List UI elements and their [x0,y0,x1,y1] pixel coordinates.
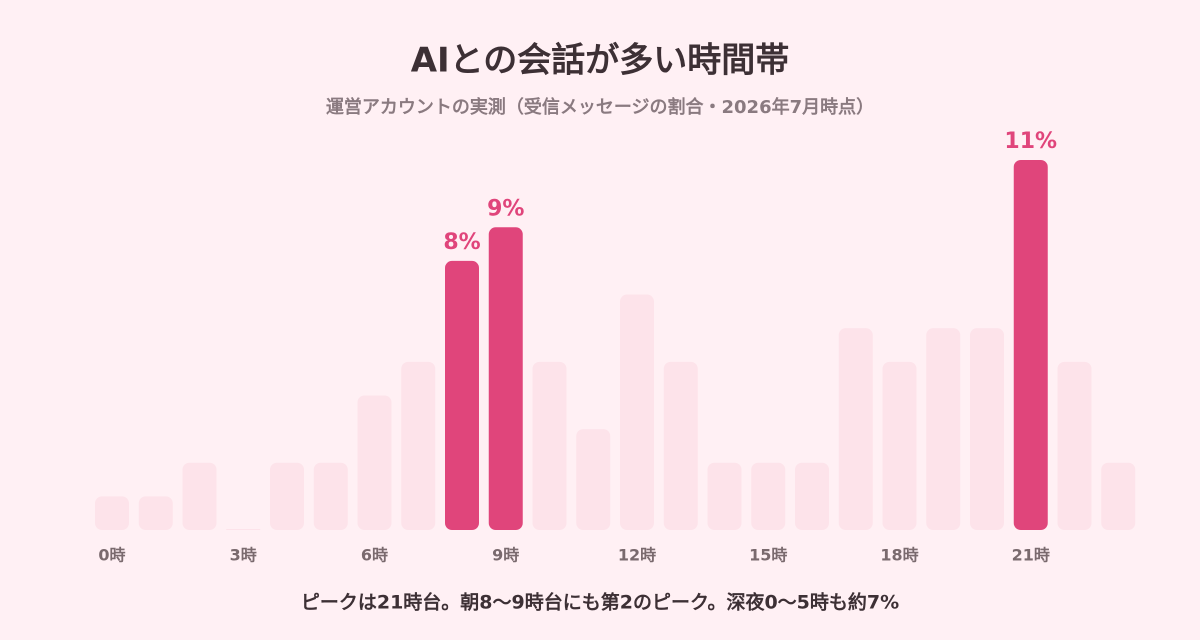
bar [182,462,217,530]
bar [532,361,567,530]
bar [663,361,698,530]
chart-subtitle: 運営アカウントの実測（受信メッセージの割合・2026年7月時点） [326,96,874,118]
chart-title: AIとの会話が多い時間帯 [411,41,790,81]
x-tick-label: 12時 [618,546,656,565]
bar [95,496,129,530]
bar [707,462,742,530]
bar [138,496,173,530]
bar [838,328,873,530]
annotation: ピークは21時台。朝8〜9時台にも第2のピーク。深夜0〜5時も約7% [301,591,899,614]
bar [576,429,611,530]
x-tick-label: 21時 [1012,546,1050,565]
bar [270,462,304,530]
bar [970,328,1004,530]
x-tick-label: 15時 [749,546,787,565]
bar [926,328,961,530]
bar [1057,361,1092,530]
bar [401,361,436,530]
value-label: 8% [443,230,480,255]
bar [313,462,348,530]
x-tick-label: 3時 [230,546,257,565]
bar [1101,462,1136,530]
bar [620,294,654,530]
bar [357,395,392,530]
bar [1013,160,1048,530]
value-label: 9% [487,196,524,221]
bar [226,529,261,530]
x-tick-label: 6時 [361,546,388,565]
bar [445,260,479,530]
value-label: 11% [1004,129,1057,154]
bar [488,227,523,531]
bar [882,361,917,530]
x-tick-label: 9時 [492,546,519,565]
bar [751,462,786,530]
bar [795,462,829,530]
x-tick-label: 18時 [880,546,918,565]
x-tick-label: 0時 [98,546,125,565]
